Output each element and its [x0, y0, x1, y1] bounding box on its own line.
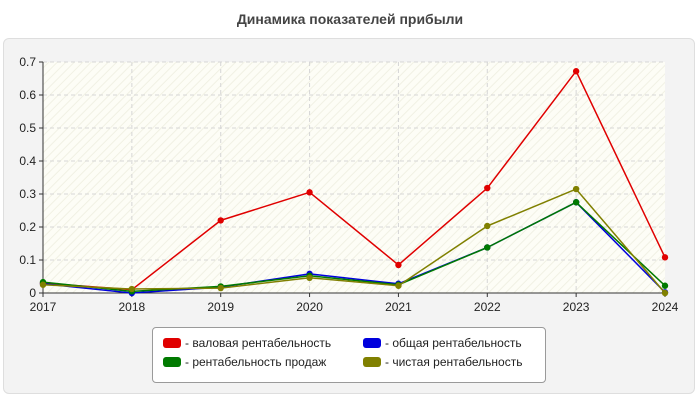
data-point-0: [484, 184, 491, 192]
legend-swatch-gross-margin: [163, 338, 181, 348]
series-line-3: [42, 188, 666, 294]
x-tick-label: 2022: [474, 300, 501, 314]
x-tick-label: 2017: [30, 300, 57, 314]
series-line-2: [42, 201, 666, 293]
x-tick-label: 2020: [296, 300, 323, 314]
data-point-3: [572, 185, 580, 193]
legend-swatch-total-margin: [363, 338, 381, 348]
legend: - валовая рентабельность - общая рентабе…: [152, 327, 546, 383]
data-point-0: [306, 189, 313, 196]
y-tick-label: 0.6: [19, 88, 36, 102]
series-line-0: [42, 70, 666, 291]
legend-item-sales-margin: - рентабельность продаж: [163, 355, 326, 369]
data-point-2: [661, 282, 669, 289]
legend-item-total-margin: - общая рентабельность: [363, 336, 522, 350]
legend-swatch-sales-margin: [163, 357, 181, 367]
data-point-0: [572, 68, 580, 75]
legend-label-sales-margin: - рентабельность продаж: [185, 355, 327, 369]
y-tick-label: 0.7: [19, 55, 36, 69]
y-tick-label: 0.3: [19, 187, 36, 201]
data-point-3: [39, 281, 47, 288]
x-tick-label: 2021: [385, 300, 412, 314]
legend-label-gross-margin: - валовая рентабельность: [185, 336, 332, 350]
chart-title: Динамика показателей прибыли: [236, 11, 464, 27]
y-tick-label: 0.5: [19, 121, 36, 135]
x-tick-label: 2023: [563, 300, 590, 314]
x-tick-label: 2019: [207, 300, 234, 314]
data-point-3: [484, 222, 491, 230]
y-tick-label: 0.1: [19, 253, 36, 267]
data-point-0: [395, 261, 402, 269]
data-point-3: [128, 285, 136, 293]
y-tick-label: 0.4: [19, 154, 36, 168]
x-tick-label: 2024: [652, 300, 679, 314]
data-point-0: [661, 254, 669, 261]
x-tick-label: 2018: [119, 300, 146, 314]
legend-label-total-margin: - общая рентабельность: [385, 336, 522, 350]
data-point-2: [572, 199, 580, 206]
y-tick-label: 0.2: [19, 220, 36, 234]
legend-label-net-margin: - чистая рентабельность: [385, 355, 523, 369]
legend-item-gross-margin: - валовая рентабельность: [163, 336, 331, 350]
plot-area: [43, 62, 665, 293]
data-point-3: [306, 274, 313, 282]
y-tick-label: 0: [29, 286, 36, 300]
data-point-2: [484, 244, 491, 251]
data-point-3: [661, 289, 669, 297]
legend-item-net-margin: - чистая рентабельность: [363, 355, 522, 369]
data-point-0: [217, 217, 224, 224]
data-point-3: [217, 284, 224, 292]
data-point-3: [395, 282, 402, 289]
legend-swatch-net-margin: [363, 357, 381, 367]
